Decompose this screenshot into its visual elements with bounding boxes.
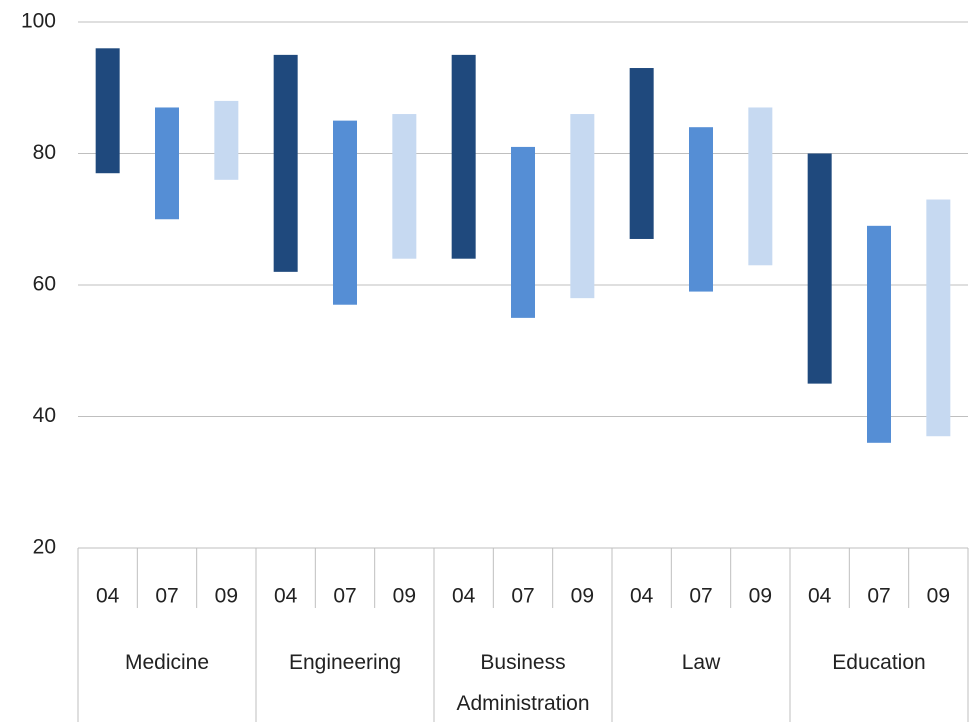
bar — [689, 127, 713, 292]
x-tick-label: 07 — [689, 585, 712, 608]
x-tick-label: 07 — [333, 585, 356, 608]
bar — [511, 146, 535, 318]
bar — [392, 114, 417, 259]
x-tick-label: 07 — [511, 585, 534, 608]
x-tick-label: 09 — [215, 585, 238, 608]
x-tick-label: 09 — [393, 585, 416, 608]
x-group-label: Business Administration — [456, 651, 590, 715]
bar — [451, 54, 476, 259]
x-tick-label: 09 — [571, 585, 594, 608]
x-group-label: Medicine — [124, 651, 210, 674]
y-tick-label: 20 — [33, 536, 56, 559]
y-tick-label: 80 — [33, 141, 56, 164]
y-tick-label: 100 — [21, 10, 56, 33]
y-tick-label: 60 — [33, 273, 56, 296]
x-tick-label: 04 — [808, 585, 832, 608]
x-tick-label: 09 — [749, 585, 772, 608]
x-tick-label: 04 — [274, 585, 298, 608]
y-tick-label: 40 — [33, 404, 56, 427]
x-tick-label: 04 — [96, 585, 120, 608]
x-tick-label: 04 — [452, 585, 476, 608]
bar — [748, 107, 773, 266]
x-tick-label: 09 — [927, 585, 950, 608]
bar — [570, 114, 595, 299]
bar — [629, 68, 654, 239]
bar — [155, 107, 179, 220]
bar — [807, 153, 832, 384]
bar — [214, 100, 239, 180]
x-group-label: Law — [681, 651, 721, 674]
bar — [273, 54, 298, 272]
x-group-label: Education — [832, 651, 926, 674]
x-tick-label: 07 — [155, 585, 178, 608]
bar — [95, 48, 120, 174]
x-tick-label: 04 — [630, 585, 654, 608]
x-group-label: Engineering — [288, 651, 402, 674]
x-tick-label: 07 — [867, 585, 890, 608]
bar — [333, 120, 357, 305]
bar — [926, 199, 951, 437]
bar — [867, 225, 891, 443]
